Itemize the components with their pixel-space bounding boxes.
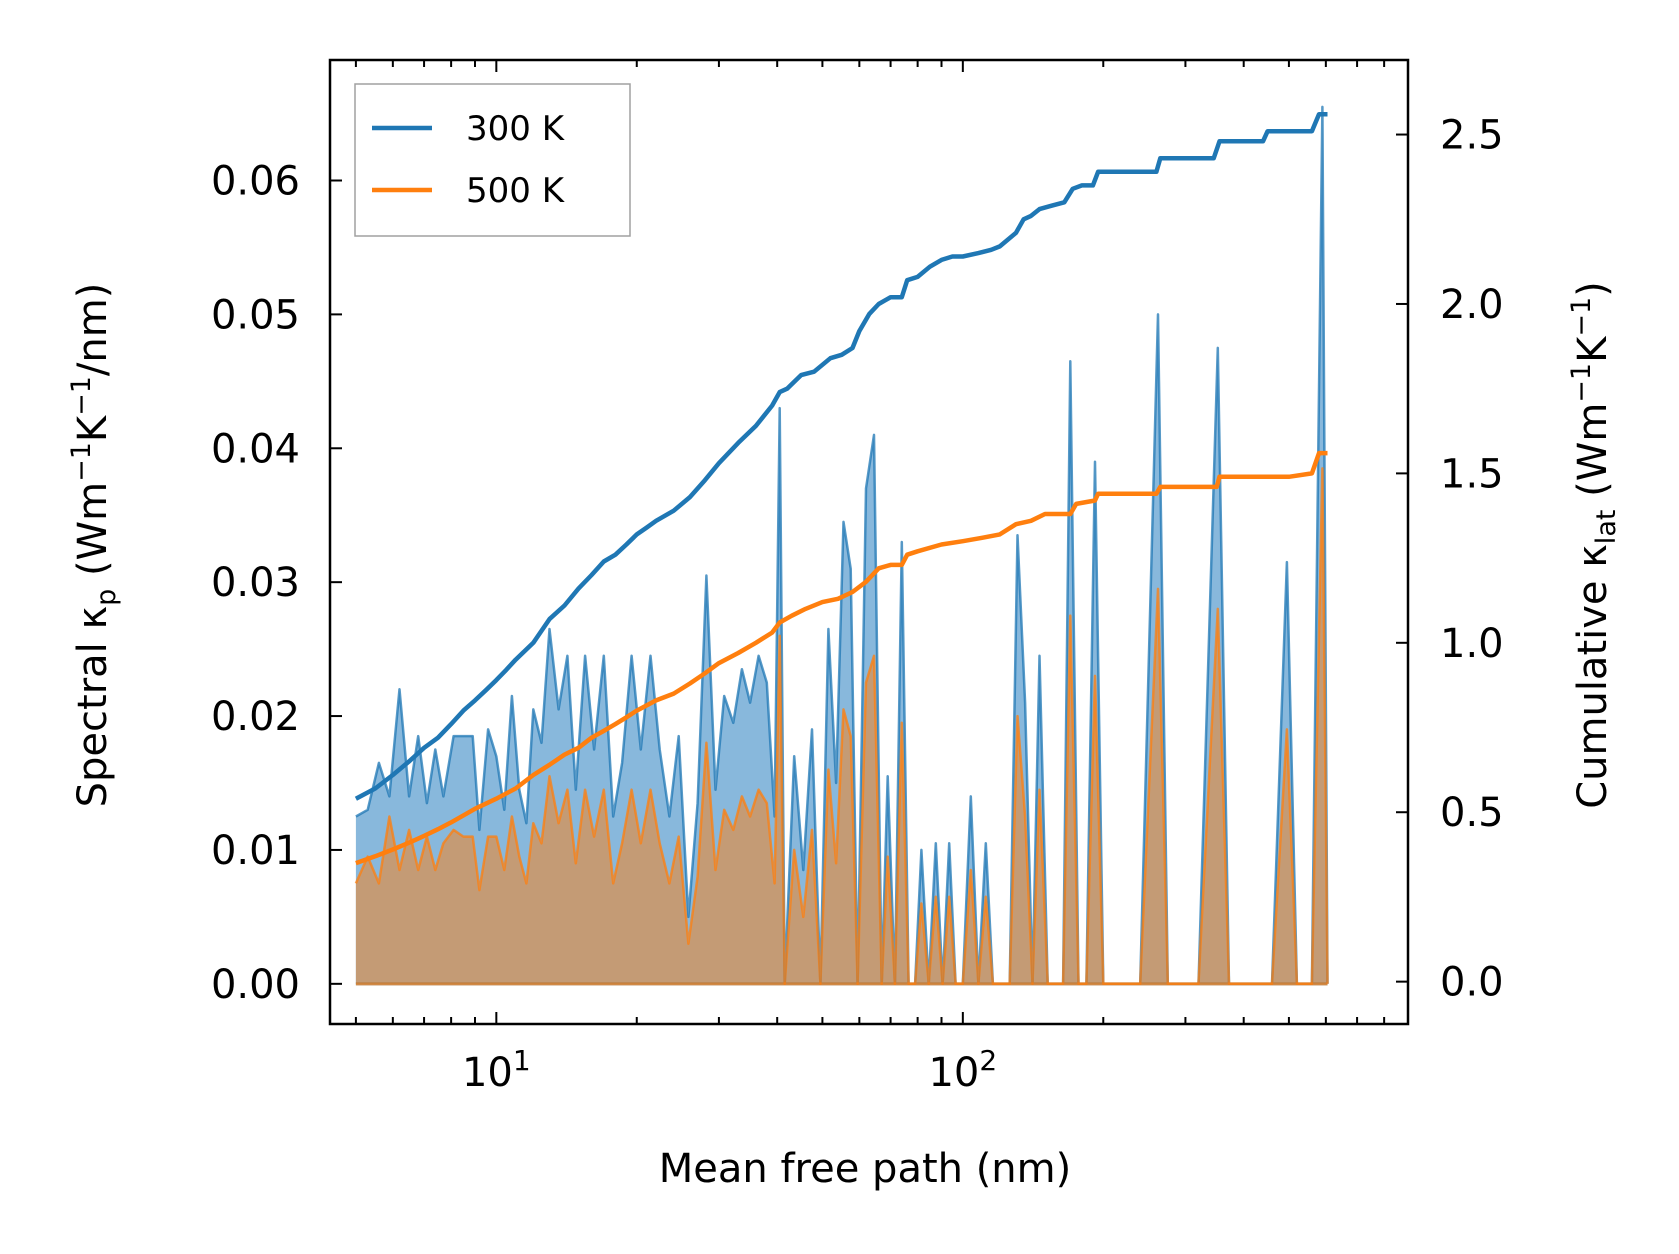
- y-left-axis-label-unit: K: [70, 414, 116, 442]
- y-left-tick-label: 0.00: [211, 962, 300, 1008]
- x-tick-label: 101: [462, 1044, 531, 1096]
- y-right-tick-label: 0.0: [1440, 960, 1504, 1006]
- y-right-axis-label-unit: K: [1570, 335, 1616, 363]
- y-left-tick-label: 0.06: [211, 159, 300, 205]
- y-right-tick-label: 1.5: [1440, 451, 1504, 497]
- x-tick-label-base: 10: [462, 1050, 513, 1096]
- y-left-axis-label-unit: /nm): [70, 283, 116, 376]
- y-right-axis-label-base: Cumulative κ: [1570, 544, 1616, 809]
- y-right-tick-label: 2.5: [1440, 113, 1504, 159]
- legend: 300 K 500 K: [354, 83, 631, 237]
- y-right-tick-label: 1.0: [1440, 621, 1504, 667]
- cumulative-line-1: [355, 450, 1328, 866]
- y-right-axis-label: Cumulative κlat (Wm−1K−1): [1566, 281, 1622, 809]
- y-left-tick-label: 0.01: [211, 828, 300, 874]
- y-left-tick-label: 0.03: [211, 560, 300, 606]
- spectral-fill-1: [355, 468, 1328, 984]
- legend-label-1: 500 K: [466, 171, 566, 211]
- legend-box: [354, 83, 631, 237]
- lines-layer: [354, 105, 1329, 986]
- x-tick-label-exponent: 1: [513, 1044, 531, 1077]
- y-left-tick-label: 0.04: [211, 426, 300, 472]
- y-left-tick-label: 0.05: [211, 292, 300, 338]
- y-left-axis-label-base: Spectral κ: [70, 606, 116, 807]
- fills-layer: [355, 106, 1328, 984]
- x-tick-label: 102: [928, 1044, 997, 1096]
- axes-layer: 101 1020.000.010.020.030.040.050.060.00.5…: [66, 58, 1622, 1192]
- y-left-axis-label-sup: −1: [66, 442, 97, 482]
- y-right-tick-label: 0.5: [1440, 790, 1504, 836]
- legend-label-0: 300 K: [466, 109, 566, 149]
- cumulative-line-0: [354, 111, 1328, 801]
- x-tick-label-exponent: 2: [979, 1044, 997, 1077]
- x-tick-label-base: 10: [928, 1050, 979, 1096]
- y-right-tick-label: 2.0: [1440, 282, 1504, 328]
- y-left-axis-label-unit: (Wm: [70, 482, 116, 589]
- y-right-axis-label-sup: −1: [1566, 363, 1597, 403]
- y-left-tick-label: 0.02: [211, 694, 300, 740]
- x-axis-label: Mean free path (nm): [659, 1146, 1071, 1192]
- plot-frame: [328, 58, 1410, 1026]
- y-left-axis-label-sup: −1: [66, 376, 97, 416]
- y-right-axis-label-unit: ): [1570, 281, 1616, 297]
- y-left-axis-label-subscript: p: [91, 589, 122, 606]
- spectral-fill-0: [355, 106, 1328, 984]
- y-right-axis-label-subscript: lat: [1591, 510, 1622, 545]
- y-left-axis-label: Spectral κp (Wm−1K−1/nm): [66, 283, 122, 808]
- y-right-axis-label-sup: −1: [1566, 297, 1597, 337]
- y-right-axis-label-unit: (Wm: [1570, 403, 1616, 510]
